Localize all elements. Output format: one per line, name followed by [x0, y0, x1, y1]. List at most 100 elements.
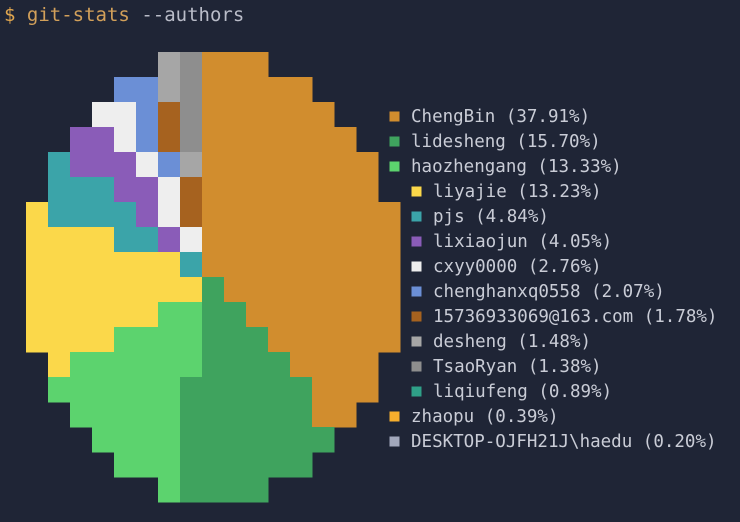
pie-cell-chengbin: [334, 402, 357, 428]
legend: ChengBin (37.91%) lidesheng (15.70%) haozh…: [388, 107, 717, 452]
pie-cell-chengbin: [334, 177, 357, 203]
pie-cell-chengbin: [312, 302, 335, 328]
pie-cell-chengbin: [246, 277, 269, 303]
pie-cell-liyajie: [70, 277, 93, 303]
legend-label: DESKTOP-OJFH21J\haedu (0.20%): [411, 432, 717, 452]
pie-cell-lidesheng: [246, 477, 269, 503]
pie-cell-chengbin: [224, 127, 247, 153]
pie-cell-liyajie: [136, 302, 159, 328]
pie-cell-haozhengang: [48, 377, 71, 403]
legend-label: desheng (1.48%): [433, 332, 591, 352]
pie-cell-chengbin: [290, 327, 313, 353]
pie-cell-lidesheng: [268, 402, 291, 428]
pie-cell-lidesheng: [224, 327, 247, 353]
pie-cell-haozhengang: [92, 402, 115, 428]
pie-cell-haozhengang: [158, 377, 181, 403]
pie-cell-liyajie: [70, 227, 93, 253]
pie-cell-liyajie: [92, 252, 115, 278]
pie-cell-chengbin: [312, 202, 335, 228]
pie-cell-chengbin: [334, 152, 357, 178]
pie-cell-chengbin: [312, 177, 335, 203]
legend-swatch: [410, 260, 423, 273]
pie-cell-chengbin: [268, 227, 291, 253]
pie-cell-lidesheng: [290, 427, 313, 453]
pie-cell-chenghanxq0558: [114, 77, 137, 103]
legend-label: chenghanxq0558 (2.07%): [433, 282, 665, 302]
pie-cell-chengbin: [378, 252, 401, 278]
pie-cell-lidesheng: [268, 427, 291, 453]
pie-cell-15736933069-163-com: [158, 102, 181, 128]
pie-cell-pjs: [92, 202, 115, 228]
legend-label: haozhengang (13.33%): [411, 157, 622, 177]
pie-cell-haozhengang: [92, 377, 115, 403]
pie-cell-chengbin: [290, 352, 313, 378]
legend-label: 15736933069@163.com (1.78%): [433, 307, 717, 327]
pie-cell-chengbin: [202, 127, 225, 153]
pie-cell-chengbin: [312, 327, 335, 353]
pie-cell-15736933069-163-com: [158, 127, 181, 153]
pie-cell-lixiaojun: [136, 202, 159, 228]
pie-cell-chengbin: [356, 327, 379, 353]
pie-cell-chengbin: [268, 127, 291, 153]
pie-cell-lixiaojun: [114, 177, 137, 203]
pie-cell-haozhengang: [92, 427, 115, 453]
pie-cell-chengbin: [290, 227, 313, 253]
pie-cell-lidesheng: [180, 402, 203, 428]
legend-item: pjs (4.84%): [410, 207, 549, 227]
pie-cell-lidesheng: [268, 352, 291, 378]
legend-label: liyajie (13.23%): [433, 182, 602, 202]
pie-cell-liyajie: [26, 277, 49, 303]
pie-cell-lidesheng: [202, 477, 225, 503]
pie-cell-chengbin: [202, 52, 225, 78]
pie-cell-chengbin: [356, 202, 379, 228]
pie-cell-lidesheng: [224, 402, 247, 428]
pie-cell-lidesheng: [246, 377, 269, 403]
pie-cell-chengbin: [224, 77, 247, 103]
pie-cell-cxyy0000: [180, 227, 203, 253]
pie-cell-haozhengang: [180, 352, 203, 378]
legend-swatch: [388, 160, 401, 173]
pie-cell-cxyy0000: [114, 127, 137, 153]
pie-cell-lidesheng: [180, 377, 203, 403]
pie-cell-haozhengang: [158, 402, 181, 428]
legend-item: ChengBin (37.91%): [388, 107, 590, 127]
pie-cell-lidesheng: [246, 427, 269, 453]
pie-cell-chengbin: [356, 252, 379, 278]
legend-swatch: [410, 210, 423, 223]
legend-label: cxyy0000 (2.76%): [433, 257, 602, 277]
pie-cell-chengbin: [202, 102, 225, 128]
legend-swatch: [410, 335, 423, 348]
pie-cell-haozhengang: [136, 327, 159, 353]
legend-swatch: [410, 185, 423, 198]
pie-cell-chengbin: [356, 177, 379, 203]
pie-cell-liyajie: [92, 227, 115, 253]
pie-cell-haozhengang: [136, 352, 159, 378]
pie-cell-lidesheng: [202, 302, 225, 328]
pie-cell-lixiaojun: [70, 152, 93, 178]
legend-item: liqiufeng (0.89%): [410, 382, 612, 402]
pie-cell-chenghanxq0558: [158, 152, 181, 178]
pie-cell-chengbin: [356, 377, 379, 403]
pie-cell-liyajie: [114, 277, 137, 303]
pie-cell-lidesheng: [224, 477, 247, 503]
pie-cell-chenghanxq0558: [136, 127, 159, 153]
legend-label: lidesheng (15.70%): [411, 132, 601, 152]
legend-swatch: [410, 285, 423, 298]
pie-cell-chengbin: [246, 177, 269, 203]
pie-cell-chengbin: [378, 227, 401, 253]
pie-cell-haozhengang: [114, 377, 137, 403]
pie-cell-chengbin: [224, 252, 247, 278]
pie-cell-lidesheng: [268, 377, 291, 403]
pie-cell-chengbin: [290, 202, 313, 228]
pie-cell-haozhengang: [114, 327, 137, 353]
pie-cell-lidesheng: [246, 327, 269, 353]
pie-cell-chengbin: [334, 352, 357, 378]
legend-swatch: [388, 135, 401, 148]
legend-swatch: [410, 235, 423, 248]
pie-cell-chengbin: [290, 177, 313, 203]
legend-item: zhaopu (0.39%): [388, 407, 559, 427]
legend-item: haozhengang (13.33%): [388, 157, 622, 177]
pie-cell-tsaoryan: [180, 127, 203, 153]
pie-cell-chengbin: [312, 127, 335, 153]
